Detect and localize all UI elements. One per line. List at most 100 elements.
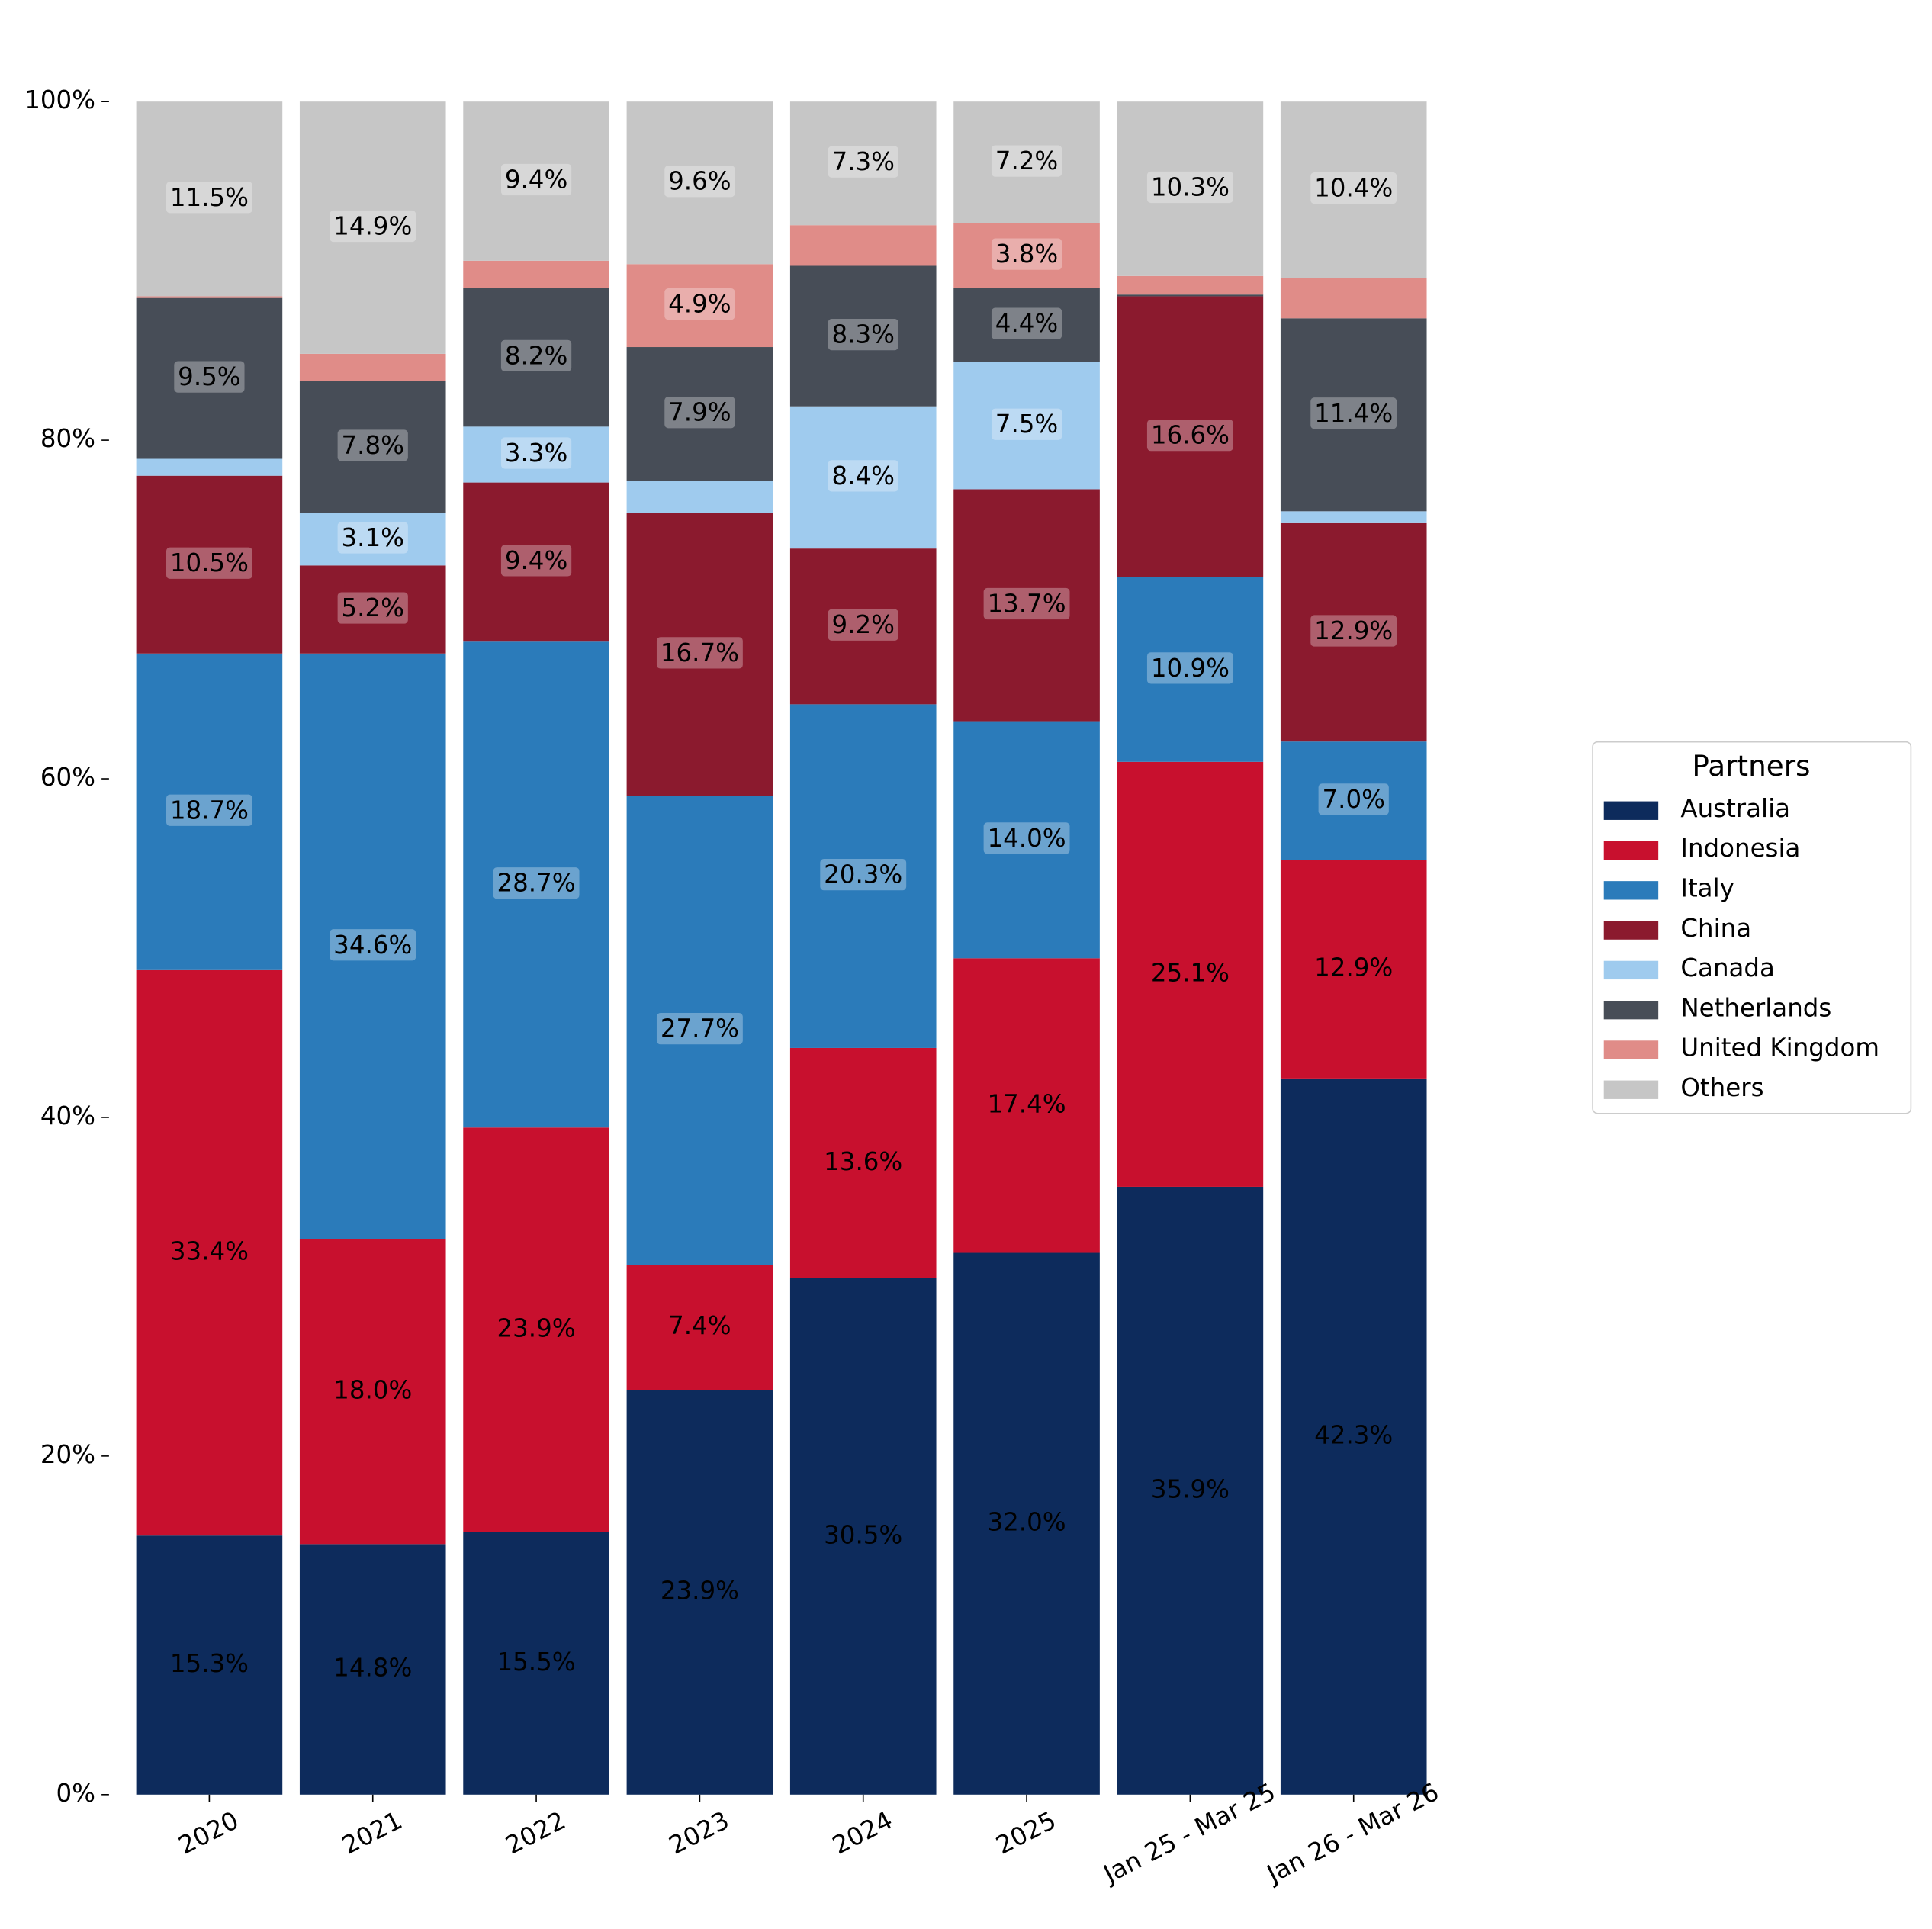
bar-segment <box>299 1239 446 1545</box>
legend-swatch <box>1603 801 1659 820</box>
bar-segment <box>1117 761 1264 1187</box>
bar-segment <box>463 641 609 1128</box>
bar-segment <box>1117 275 1264 295</box>
bar-segment <box>953 489 1100 722</box>
bar-segment <box>299 353 446 381</box>
bar-segment <box>626 481 773 513</box>
bar-segment <box>789 101 937 226</box>
data-label-box <box>820 859 907 891</box>
data-label: 16.7% <box>661 638 739 667</box>
y-tick-label: 80% <box>40 424 95 453</box>
data-label: 9.2% <box>831 610 895 639</box>
legend-title: Partners <box>1692 749 1810 783</box>
data-label: 10.3% <box>1151 172 1230 201</box>
data-label: 14.8% <box>333 1654 412 1683</box>
data-label-box <box>166 182 252 214</box>
data-label: 10.4% <box>1314 174 1393 203</box>
data-label: 27.7% <box>661 1014 739 1043</box>
data-label: 32.0% <box>987 1508 1066 1537</box>
data-label: 23.9% <box>497 1314 575 1343</box>
data-label: 15.5% <box>497 1648 575 1677</box>
data-label-box <box>983 822 1070 854</box>
y-tick-label: 20% <box>40 1440 95 1469</box>
data-label: 16.6% <box>1151 421 1230 450</box>
bar-segment <box>136 297 283 459</box>
data-label: 42.3% <box>1314 1420 1393 1449</box>
data-label: 7.8% <box>341 431 404 460</box>
bar-segment <box>1117 1186 1264 1795</box>
data-label-box <box>664 166 735 198</box>
data-label-box <box>493 867 580 899</box>
bar-segment <box>1280 522 1427 742</box>
data-label: 9.4% <box>505 165 568 194</box>
legend-label: Italy <box>1680 874 1734 903</box>
data-label-box <box>1146 652 1233 684</box>
data-label: 17.4% <box>987 1089 1066 1118</box>
bar-segment <box>463 101 609 261</box>
bar-segment <box>953 1252 1100 1795</box>
data-label-box <box>337 429 408 461</box>
data-label: 11.4% <box>1314 399 1393 428</box>
bar-segment <box>463 1127 609 1532</box>
data-label: 30.5% <box>824 1520 902 1549</box>
bar-segment <box>1280 860 1427 1079</box>
bar-segment <box>789 1047 937 1278</box>
bar-segment <box>299 381 446 513</box>
data-label: 7.3% <box>831 147 895 176</box>
data-label: 14.0% <box>987 824 1066 853</box>
bar-segment <box>1117 296 1264 577</box>
y-tick-label: 40% <box>40 1101 95 1130</box>
data-label: 9.6% <box>668 167 731 196</box>
data-label-box <box>828 318 898 351</box>
bar-segment <box>299 653 446 1239</box>
bar-segment <box>626 1390 773 1795</box>
legend-label: China <box>1680 914 1751 943</box>
x-tick-label: 2023 <box>664 1805 734 1860</box>
data-label: 3.3% <box>505 439 568 468</box>
bar-segment <box>789 265 937 407</box>
bar-segment <box>626 513 773 796</box>
data-label-box <box>500 545 572 577</box>
data-label: 13.7% <box>987 590 1066 619</box>
bar-segment <box>1280 278 1427 319</box>
data-label: 15.3% <box>170 1649 249 1678</box>
legend: Partners Australia Indonesia Italy China Can… <box>1592 741 1912 1114</box>
bar-segment <box>626 101 773 265</box>
legend-swatch <box>1603 1000 1659 1020</box>
data-label-box <box>337 592 408 624</box>
x-tick-label: 2025 <box>992 1805 1061 1860</box>
bar-segment <box>1117 577 1264 762</box>
data-label: 11.5% <box>170 183 249 212</box>
bar-segment <box>299 101 446 354</box>
data-label-box <box>337 522 408 554</box>
data-label: 7.0% <box>1322 785 1385 814</box>
data-label: 5.2% <box>341 593 404 622</box>
bar-segment <box>953 223 1100 288</box>
bar-segment <box>1117 294 1264 297</box>
bar-segment <box>136 969 283 1536</box>
data-label-box <box>991 145 1062 177</box>
bar-segment <box>299 565 446 654</box>
y-tick-label: 100% <box>24 85 95 114</box>
bar-segment <box>463 1532 609 1795</box>
bar-segment <box>1280 318 1427 512</box>
data-label: 20.3% <box>824 860 902 889</box>
data-label-box <box>828 609 898 641</box>
data-label: 8.2% <box>505 341 568 370</box>
legend-swatch <box>1603 960 1659 980</box>
data-label: 18.0% <box>333 1376 412 1405</box>
bar-segment <box>626 264 773 348</box>
data-label-box <box>166 547 252 579</box>
legend-label: Others <box>1680 1073 1763 1102</box>
data-label-box <box>656 1013 743 1045</box>
data-label: 13.6% <box>824 1147 902 1176</box>
legend-swatch <box>1603 1040 1659 1059</box>
x-tick-label: 2022 <box>501 1805 571 1860</box>
legend-label: Netherlands <box>1680 993 1831 1022</box>
data-label-box <box>664 288 735 320</box>
data-label: 34.6% <box>333 931 412 960</box>
data-label-box <box>664 397 735 429</box>
bar-segment <box>1280 1078 1427 1795</box>
